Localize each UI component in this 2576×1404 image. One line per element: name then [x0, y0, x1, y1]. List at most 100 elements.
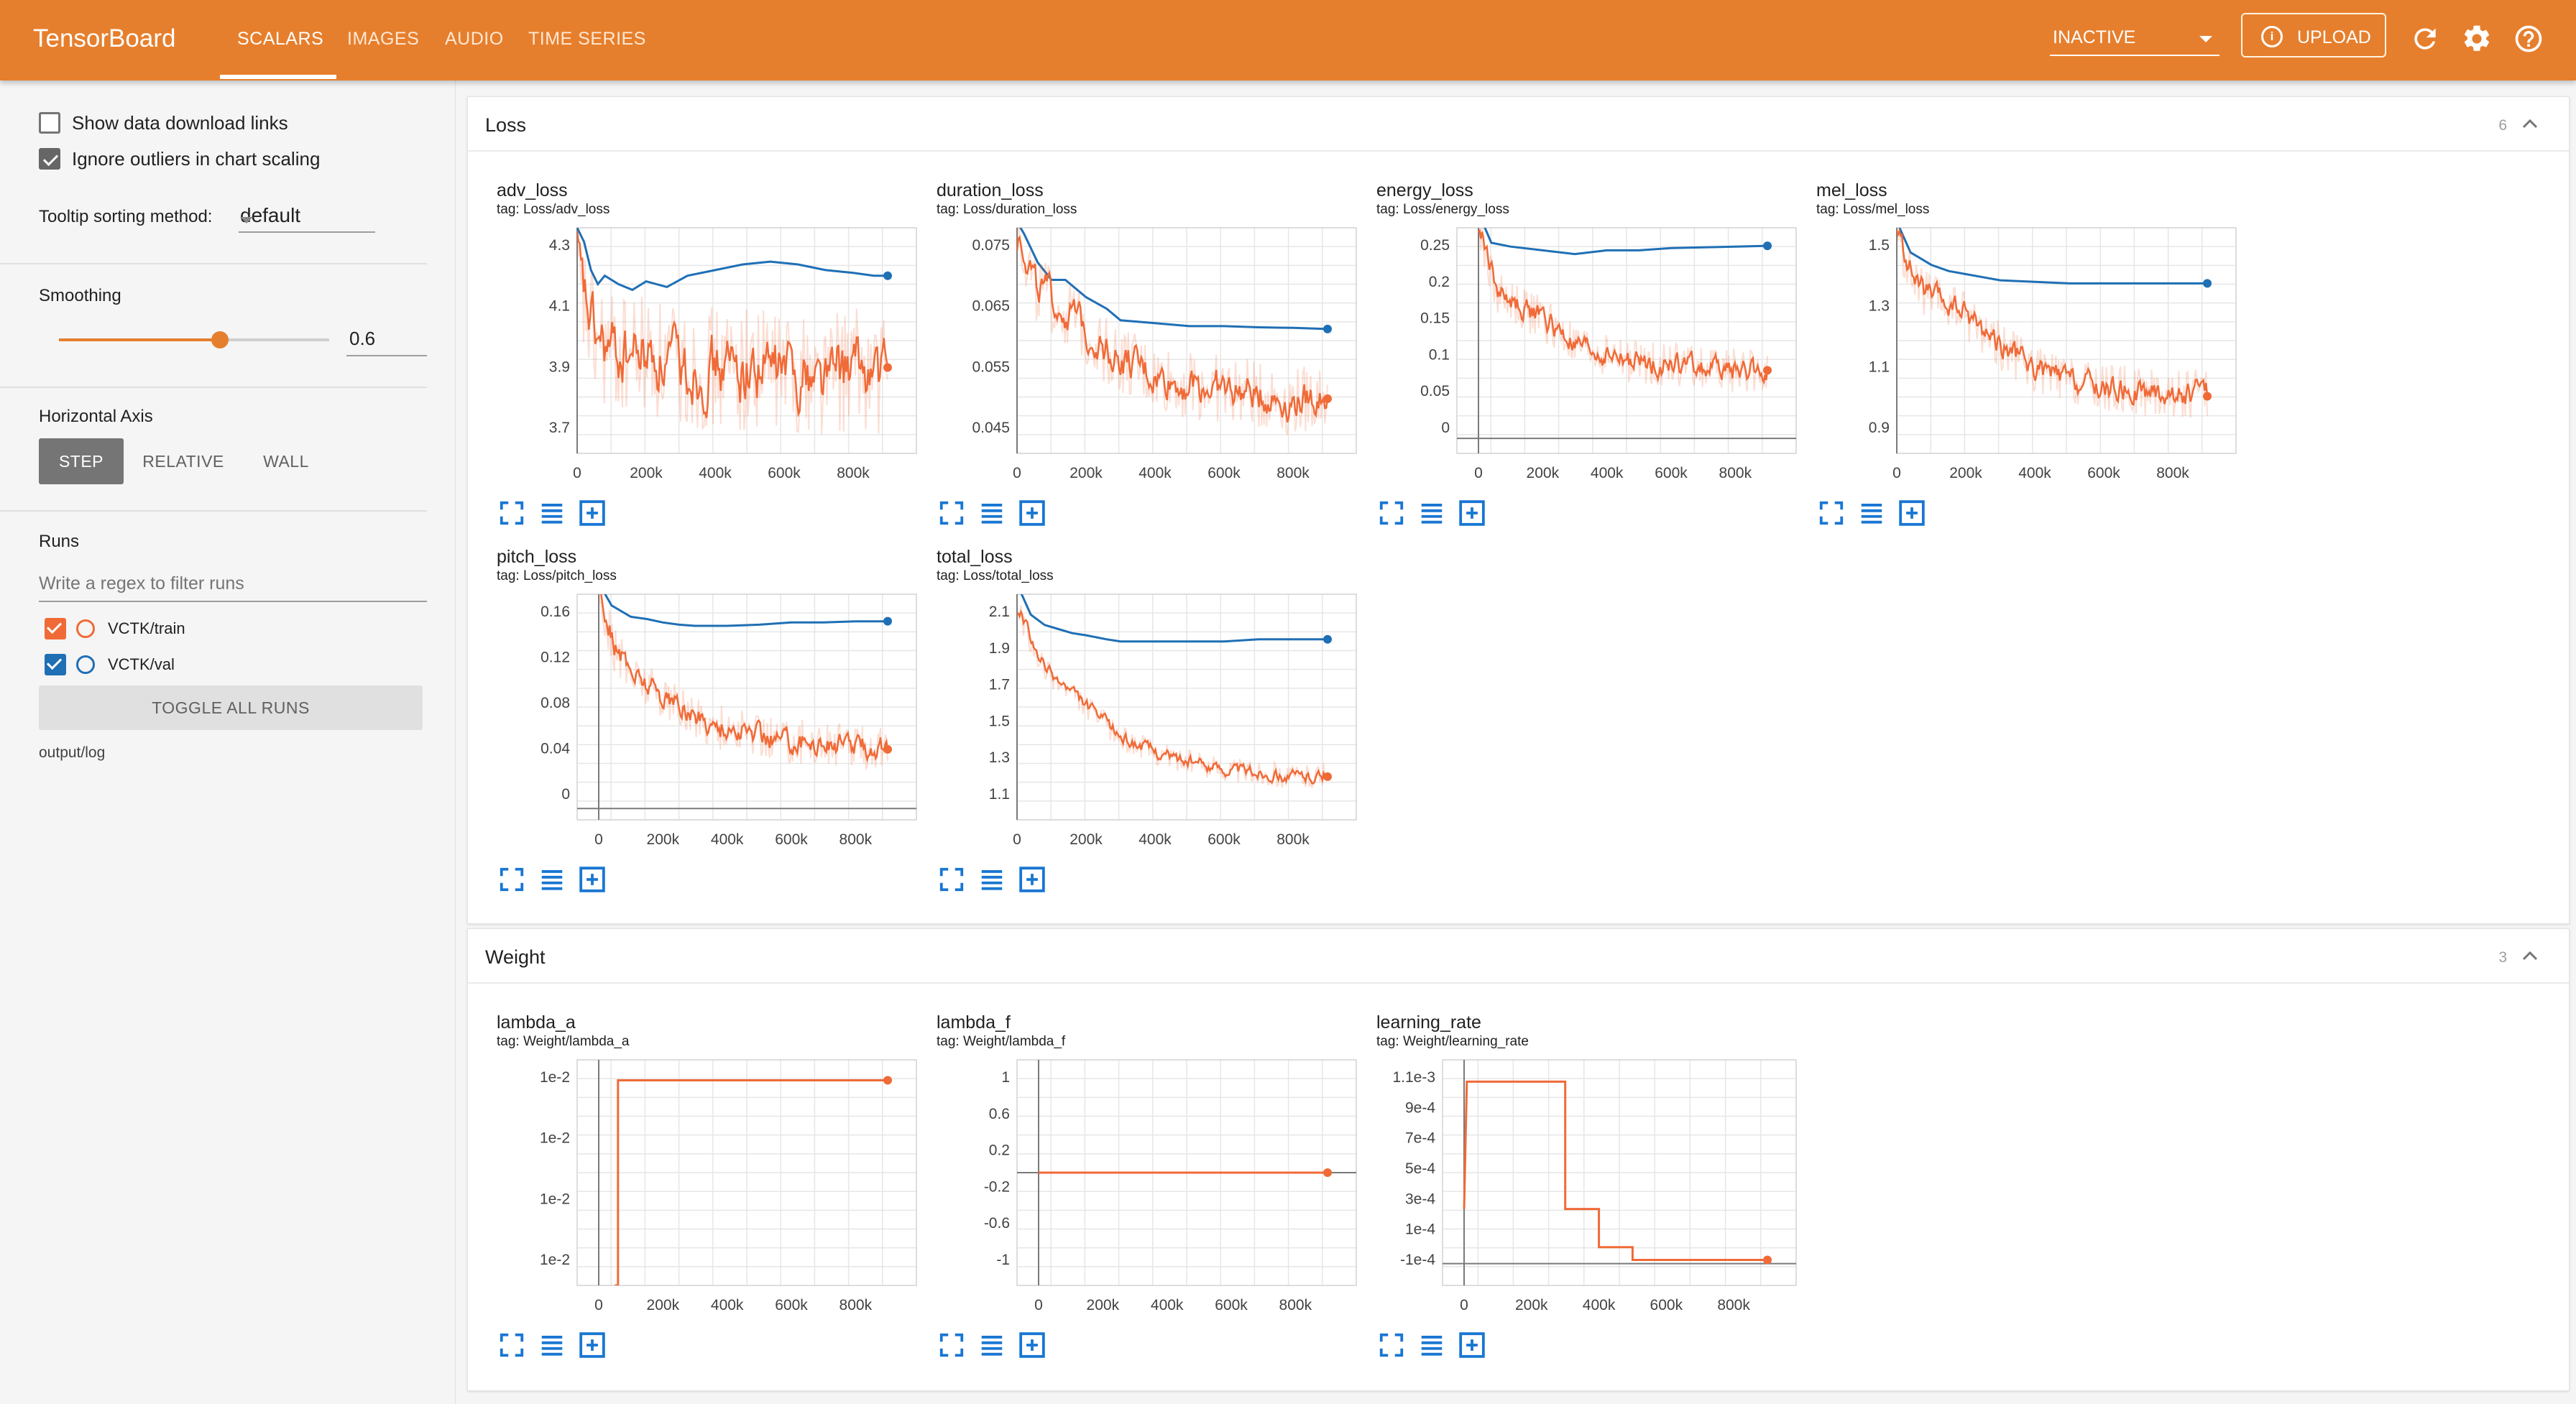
- chart-plot[interactable]: 4.3 4.1 3.9 3.7 0 200k 400k 600k 800k: [492, 223, 924, 494]
- fit-domain-icon[interactable]: [1018, 866, 1046, 893]
- tab-time-series[interactable]: TIME SERIES: [528, 29, 646, 49]
- series-raw-line: [577, 231, 888, 435]
- series-line: [1020, 594, 1328, 643]
- x-tick-label: 200k: [1070, 465, 1103, 481]
- chart-title: energy_loss: [1376, 180, 1473, 200]
- chart-plot[interactable]: 0.16 0.12 0.08 0.04 0 0 200k 400k 600k 800k: [492, 590, 924, 860]
- series-group: [615, 1079, 888, 1285]
- x-tick-label: 600k: [1655, 465, 1688, 481]
- chart-plot[interactable]: 1.5 1.3 1.1 0.9 0 200k 400k 600k 800k: [1812, 223, 2243, 494]
- upload-button[interactable]: i UPLOAD: [2241, 13, 2386, 57]
- settings-icon[interactable]: [2461, 23, 2493, 55]
- refresh-icon[interactable]: [2409, 23, 2441, 55]
- fit-domain-icon[interactable]: [1018, 499, 1046, 527]
- x-tick-label: 600k: [1208, 465, 1241, 481]
- log-scale-icon[interactable]: [1418, 1331, 1445, 1359]
- group-title: Weight: [485, 946, 546, 968]
- fit-domain-icon[interactable]: [1458, 499, 1486, 527]
- x-tick-label: 400k: [711, 1297, 744, 1313]
- log-scale-icon[interactable]: [1858, 499, 1885, 527]
- chevron-up-icon[interactable]: [2520, 116, 2540, 133]
- y-tick-label: 0.25: [1420, 237, 1450, 254]
- show-download-links-label: Show data download links: [72, 112, 288, 134]
- series-end-point: [1323, 394, 1332, 403]
- series-group: [1478, 228, 1769, 393]
- divider: [0, 387, 427, 388]
- fullscreen-icon[interactable]: [498, 1331, 525, 1359]
- chart-plot[interactable]: 1 0.6 0.2 -0.2 -0.6 -1 0 200k 400k 600k 800k: [932, 1056, 1363, 1326]
- y-tick-label: 0.065: [972, 298, 1010, 315]
- series-group: [577, 228, 889, 435]
- show-download-links-checkbox[interactable]: [39, 112, 60, 134]
- chart-plot[interactable]: 1.1e-3 9e-4 7e-4 5e-4 3e-4 1e-4 -1e-4 0 200k 400k…: [1372, 1056, 1803, 1326]
- fullscreen-icon[interactable]: [938, 866, 965, 893]
- group-count: 6: [2498, 117, 2507, 134]
- fit-domain-icon[interactable]: [579, 866, 606, 893]
- fullscreen-icon[interactable]: [938, 1331, 965, 1359]
- run-filter-input[interactable]: Write a regex to filter runs: [39, 569, 427, 602]
- fullscreen-icon[interactable]: [1818, 499, 1845, 527]
- toggle-all-runs-button[interactable]: TOGGLE ALL RUNS: [39, 685, 423, 730]
- chart-card: pitch_loss tag: Loss/pitch_loss 0.16 0.12 0.…: [492, 547, 932, 913]
- fit-domain-icon[interactable]: [579, 499, 606, 527]
- run-checkbox-vctk-train[interactable]: [45, 618, 66, 639]
- fullscreen-icon[interactable]: [498, 866, 525, 893]
- fullscreen-icon[interactable]: [1378, 499, 1405, 527]
- help-icon[interactable]: [2513, 23, 2544, 55]
- axis-step-button[interactable]: STEP: [39, 438, 124, 484]
- y-tick-label: 0.08: [540, 695, 570, 711]
- run-color-swatch[interactable]: [76, 619, 95, 638]
- run-color-swatch[interactable]: [76, 655, 95, 674]
- chevron-up-icon[interactable]: [2520, 948, 2540, 965]
- fit-domain-icon[interactable]: [1018, 1331, 1046, 1359]
- chart-plot[interactable]: 2.1 1.9 1.7 1.5 1.3 1.1 0 200k 400k 600k 800k: [932, 590, 1363, 860]
- tab-audio[interactable]: AUDIO: [445, 29, 504, 49]
- series-line: [1463, 1080, 1767, 1261]
- log-scale-icon[interactable]: [978, 866, 1006, 893]
- run-checkbox-vctk-val[interactable]: [45, 654, 66, 675]
- log-scale-icon[interactable]: [538, 866, 566, 893]
- chart-plot[interactable]: 0.075 0.065 0.055 0.045 0 200k 400k 600k 800k: [932, 223, 1363, 494]
- chart-card: total_loss tag: Loss/total_loss 2.1 1.9 1.7 1…: [932, 547, 1372, 913]
- series-group: [1017, 228, 1329, 435]
- smoothing-slider-handle[interactable]: [211, 331, 229, 348]
- x-tick-label: 400k: [1138, 465, 1172, 481]
- fit-domain-icon[interactable]: [579, 1331, 606, 1359]
- log-scale-icon[interactable]: [1418, 499, 1445, 527]
- fullscreen-icon[interactable]: [1378, 1331, 1405, 1359]
- chart-tag: tag: Loss/pitch_loss: [497, 568, 617, 583]
- chart-plot[interactable]: 0.25 0.2 0.15 0.1 0.05 0 0 200k 400k 600k 800k: [1372, 223, 1803, 494]
- group-header[interactable]: Weight 3: [468, 929, 2569, 984]
- log-scale-icon[interactable]: [978, 1331, 1006, 1359]
- axis-relative-button[interactable]: RELATIVE: [142, 452, 224, 471]
- log-scale-icon[interactable]: [538, 1331, 566, 1359]
- ignore-outliers-checkbox[interactable]: [39, 148, 60, 170]
- horizontal-axis-label: Horizontal Axis: [39, 407, 153, 426]
- chart-plot[interactable]: 1e-2 1e-2 1e-2 1e-2 0 200k 400k 600k 800k: [492, 1056, 924, 1326]
- grid: [1456, 227, 1797, 454]
- tab-images[interactable]: IMAGES: [347, 29, 420, 49]
- reload-select[interactable]: INACTIVE: [2050, 20, 2220, 56]
- fullscreen-icon[interactable]: [938, 499, 965, 527]
- series-raw-line: [1017, 228, 1328, 435]
- info-icon: i: [2261, 26, 2283, 47]
- x-tick-label: 400k: [1583, 1297, 1616, 1313]
- x-tick-label: 800k: [1719, 465, 1752, 481]
- log-scale-icon[interactable]: [978, 499, 1006, 527]
- x-tick-label: 800k: [1279, 1297, 1312, 1313]
- smoothing-input[interactable]: 0.6: [346, 325, 427, 356]
- log-scale-icon[interactable]: [538, 499, 566, 527]
- fit-domain-icon[interactable]: [1898, 499, 1926, 527]
- fit-domain-icon[interactable]: [1458, 1331, 1486, 1359]
- chart-title: lambda_a: [497, 1012, 576, 1033]
- series-end-point: [1323, 324, 1332, 333]
- fullscreen-icon[interactable]: [498, 499, 525, 527]
- tab-scalars[interactable]: SCALARS: [237, 29, 324, 49]
- y-tick-label: 0: [1441, 420, 1450, 436]
- axis-wall-button[interactable]: WALL: [263, 452, 309, 471]
- group-header[interactable]: Loss 6: [468, 97, 2569, 152]
- y-tick-label: -1e-4: [1400, 1252, 1435, 1268]
- tooltip-sorting-select[interactable]: default: [239, 203, 375, 233]
- chart-title: duration_loss: [937, 180, 1044, 200]
- smoothing-slider-fill: [59, 338, 220, 341]
